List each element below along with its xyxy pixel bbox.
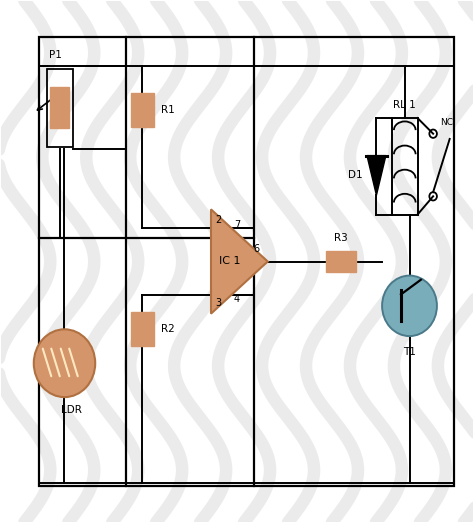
Text: NC: NC (440, 118, 453, 128)
Text: LDR: LDR (61, 405, 82, 415)
Bar (131, 93, 154, 127)
Text: 4: 4 (234, 294, 240, 304)
Bar (131, 312, 154, 346)
Bar (38, 37, 455, 486)
Text: R2: R2 (161, 324, 174, 334)
Text: R3: R3 (334, 233, 348, 243)
Text: 3: 3 (216, 298, 222, 308)
Text: 2: 2 (216, 215, 222, 225)
Bar (46, 69, 73, 147)
Polygon shape (211, 209, 268, 314)
Text: R1: R1 (161, 105, 174, 115)
Polygon shape (367, 156, 386, 195)
Bar (392, 118, 418, 214)
Bar (326, 251, 356, 272)
Text: RL 1: RL 1 (393, 100, 416, 110)
Text: 6: 6 (253, 244, 259, 254)
Text: IC 1: IC 1 (219, 256, 241, 267)
Text: P1: P1 (49, 50, 62, 60)
Text: 7: 7 (234, 220, 240, 230)
Text: T1: T1 (403, 347, 416, 357)
Bar (50, 87, 69, 129)
Circle shape (34, 329, 95, 397)
Text: D1: D1 (347, 170, 362, 180)
Circle shape (382, 276, 437, 336)
